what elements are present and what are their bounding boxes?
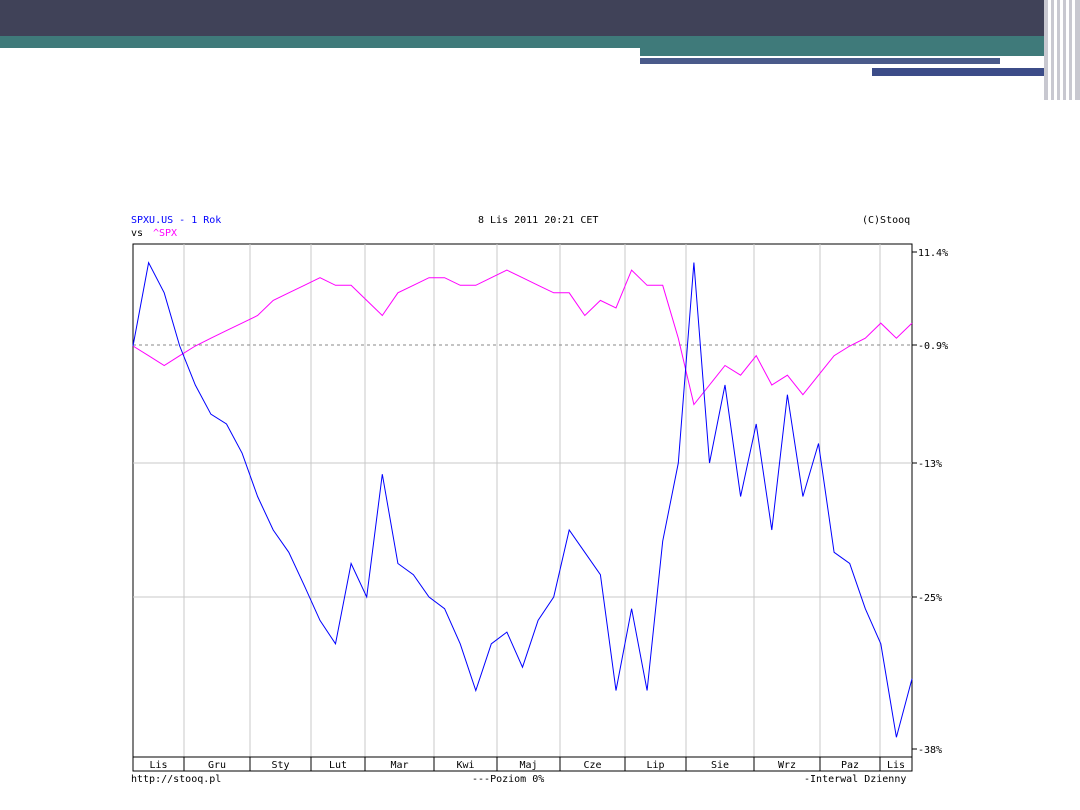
interval-legend-label: Interwal Dzienny: [810, 774, 907, 785]
level-legend-dash: ---: [472, 774, 491, 785]
chart-compare-symbol: ^SPX: [153, 228, 178, 239]
x-tick-label: Lis: [149, 760, 167, 771]
x-tick-label: Paz: [841, 760, 859, 771]
plot-frame: [132, 243, 913, 758]
x-tick-label: Lip: [646, 760, 664, 771]
footer-level-legend: ---Poziom 0%: [472, 774, 544, 786]
x-label-band: [132, 756, 913, 772]
series-line-spx: [132, 269, 913, 406]
x-tick-label: Gru: [208, 760, 226, 771]
y-tick-label: -25%: [918, 593, 942, 604]
y-tick-label: -13%: [918, 459, 942, 470]
y-tick-label: 11.4%: [918, 248, 948, 259]
interval-legend-dash: -: [804, 774, 811, 785]
x-tick-label: Kwi: [456, 760, 474, 771]
x-tick-label: Lut: [329, 760, 347, 771]
x-tick-label: Sie: [711, 760, 729, 771]
chart-datetime: 8 Lis 2011 20:21 CET: [478, 215, 599, 226]
y-tick-label: -38%: [918, 745, 942, 756]
x-tick-label: Wrz: [778, 760, 796, 771]
x-tick-label: Cze: [583, 760, 601, 771]
footer-url: http://stooq.pl: [131, 774, 222, 785]
series-line-spxu: [132, 261, 913, 738]
y-tick-label: -0.9%: [918, 341, 948, 352]
chart-copyright: (C)Stooq: [862, 215, 911, 226]
x-tick-label: Mar: [390, 760, 408, 771]
footer-interval-legend: -Interwal Dzienny: [804, 774, 906, 786]
level-legend-label: Poziom 0%: [490, 774, 545, 785]
x-tick-label: Lis: [887, 760, 905, 771]
chart-compare-prefix: vs: [131, 228, 144, 239]
chart-symbol: SPXU.US - 1 Rok: [131, 215, 222, 226]
x-tick-label: Sty: [271, 760, 289, 771]
x-tick-label: Maj: [519, 760, 537, 771]
